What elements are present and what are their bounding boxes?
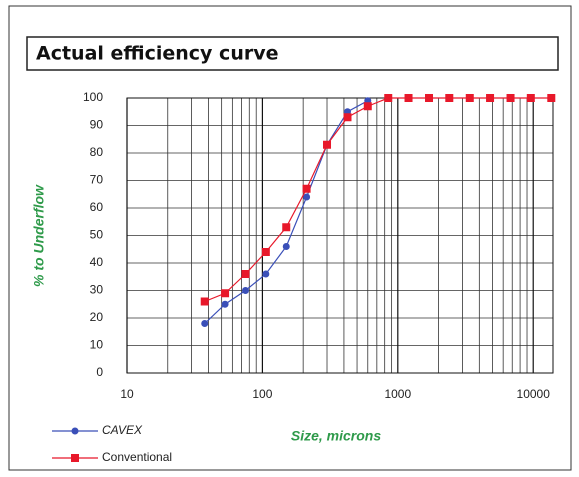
x-tick-label: 1000 [384,387,411,401]
point [363,102,372,111]
plot-border [126,97,554,374]
y-tick-label: 0 [96,365,103,379]
legend-label: Conventional [102,450,172,464]
y-tick-label: 40 [90,255,104,269]
y-axis-label: % to Underflow [31,184,47,287]
point [262,270,270,278]
point [241,270,250,278]
chart-title: Actual efficiency curve [36,43,278,65]
y-tick-label: 70 [90,173,104,187]
x-tick-label: 10000 [517,387,551,401]
y-tick-label: 60 [90,200,104,214]
point [526,94,535,102]
y-tick-label: 80 [90,145,104,159]
legend-marker [71,454,79,462]
point [302,184,311,193]
point [506,94,515,102]
y-tick-label: 50 [90,228,104,242]
point [200,297,209,306]
point [221,289,230,298]
title-box [26,36,559,71]
point [445,94,454,102]
y-tick-label: 100 [83,90,103,104]
point [323,140,332,149]
point [303,193,311,201]
y-tick-label: 10 [90,338,104,352]
point [404,94,413,102]
x-axis-label: Size, microns [291,428,381,444]
point [282,223,291,232]
point [384,94,393,102]
point [343,113,352,122]
legend-marker [71,427,79,435]
x-tick-label: 10 [120,387,134,401]
point [465,94,474,102]
point [547,94,556,102]
legend-label: CAVEX [102,423,143,437]
point [241,287,249,294]
point [261,248,270,256]
point [221,300,229,308]
point [425,94,434,102]
y-tick-label: 30 [90,283,104,297]
y-tick-label: 20 [90,310,104,324]
point [201,320,209,327]
point [486,94,495,102]
x-tick-label: 100 [252,387,272,401]
y-tick-label: 90 [90,118,104,132]
point [282,243,290,250]
